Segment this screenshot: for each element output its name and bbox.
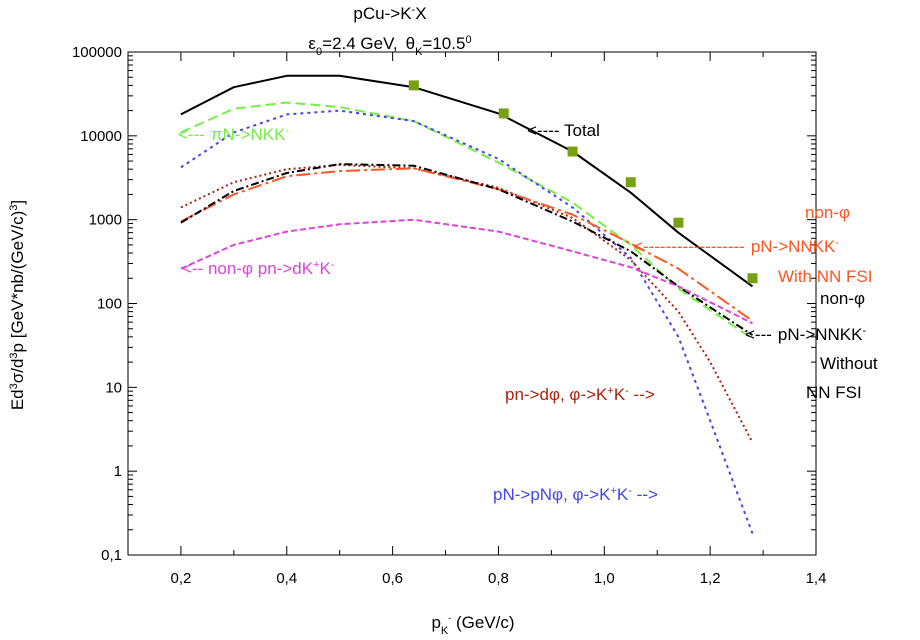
data-point bbox=[567, 146, 578, 157]
series-line-pN-pNphi bbox=[180, 109, 754, 534]
y-axis-title: Ed3σ/d3p [GeV*nb/(GeV/c)3] bbox=[8, 200, 27, 410]
x-tick-label: 0,8 bbox=[488, 570, 509, 587]
x-tick-label: 0,6 bbox=[382, 570, 403, 587]
x-tick-label: 1,2 bbox=[700, 570, 721, 587]
annotation-fsi-line3: With NN FSI bbox=[778, 267, 872, 286]
y-tick-label: 1000 bbox=[89, 212, 122, 229]
annotation-nofsi-line4: NN FSI bbox=[806, 383, 862, 402]
annotation-pn-dphi: pn->dφ, φ->K+K- --> bbox=[505, 385, 655, 404]
annotation-fsi-line2: <------------------ pN->NNKK- bbox=[633, 237, 839, 256]
y-tick-label: 100000 bbox=[72, 44, 122, 61]
axis-ticks bbox=[127, 51, 817, 556]
y-tick-label: 10 bbox=[105, 379, 122, 396]
data-point bbox=[408, 80, 419, 91]
axis-tick-labels: 0,2 0,4 0,6 0,8 1,0 1,2 1,4 0,1 1 10 100 1000 10000 1… bbox=[72, 44, 826, 587]
y-tick-label: 0,1 bbox=[101, 547, 122, 564]
annotation-piN-NKK: <--- πN->NKK- bbox=[178, 125, 289, 144]
annotation-nofsi-line1: non-φ bbox=[820, 289, 865, 308]
annotation-total: <---- Total bbox=[527, 121, 600, 140]
y-tick-label: 10000 bbox=[80, 128, 122, 145]
data-point bbox=[673, 217, 684, 228]
annotation-nofsi-line2: <--- pN->NNKK- bbox=[745, 325, 866, 344]
data-point bbox=[625, 177, 636, 188]
data-points bbox=[408, 80, 758, 284]
chart-title-line2: ε0=2.4 GeV, θK=10.50 bbox=[308, 34, 471, 58]
y-tick-label: 1 bbox=[114, 463, 122, 480]
y-tick-label: 100 bbox=[97, 296, 122, 313]
annotation-fsi-line1: non-φ bbox=[805, 203, 850, 222]
series-line-pn-dKK bbox=[180, 218, 753, 325]
annotation-pN-pNphi: pN->pNφ, φ->K+K- --> bbox=[493, 485, 658, 504]
x-tick-label: 0,2 bbox=[170, 570, 191, 587]
annotation-nofsi-line3: Without bbox=[820, 354, 878, 373]
x-tick-label: 1,4 bbox=[806, 570, 827, 587]
x-tick-label: 0,4 bbox=[276, 570, 297, 587]
chart-title-line1: pCu->K-X bbox=[353, 4, 426, 23]
series-line-total bbox=[180, 74, 754, 288]
series-line-nonphi-noFSI bbox=[180, 163, 754, 336]
series-line-nonphi-FSI bbox=[180, 167, 754, 322]
series-line-piN-NKK bbox=[180, 101, 754, 340]
data-point bbox=[498, 108, 509, 119]
x-tick-label: 1,0 bbox=[594, 570, 615, 587]
series-lines bbox=[180, 74, 754, 534]
series-line-pn-dphi bbox=[180, 163, 754, 443]
data-point bbox=[747, 273, 758, 284]
x-axis-title: pK- (GeV/c) bbox=[431, 613, 514, 637]
annotation-pn-dKK: <-- non-φ pn->dK+K- bbox=[182, 259, 335, 278]
